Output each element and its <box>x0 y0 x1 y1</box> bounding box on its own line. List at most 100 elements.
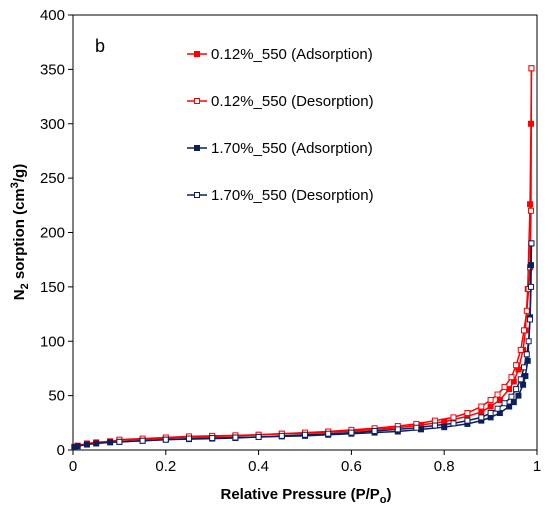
data-point <box>232 434 239 441</box>
data-point <box>513 362 520 369</box>
data-point <box>513 386 520 393</box>
legend-label: 0.12%_550 (Desorption) <box>211 93 374 110</box>
data-point <box>107 439 114 446</box>
x-axis-title-end: ) <box>387 486 392 503</box>
data-point <box>501 383 508 390</box>
data-point <box>527 316 534 323</box>
legend-marker <box>194 192 200 198</box>
y-tick-label: 100 <box>40 333 65 350</box>
data-point <box>450 414 457 421</box>
data-point <box>478 414 485 421</box>
data-point <box>371 427 378 434</box>
data-point <box>431 417 438 424</box>
data-point <box>441 424 448 431</box>
y-tick-label: 0 <box>57 442 65 459</box>
data-point <box>494 391 501 398</box>
data-point <box>478 408 485 415</box>
data-point <box>255 433 262 440</box>
y-tick-label: 300 <box>40 116 65 133</box>
y-tick-label: 250 <box>40 170 65 187</box>
plot-border <box>72 14 538 451</box>
data-point <box>494 405 501 412</box>
data-point <box>527 207 534 214</box>
x-tick-label: 0 <box>69 458 77 475</box>
data-point <box>413 424 420 431</box>
data-point <box>521 364 528 371</box>
y-axis-title-sub: 2 <box>19 283 31 289</box>
data-point <box>162 436 169 443</box>
legend-item: 0.12%_550 (Adsorption) <box>187 46 373 63</box>
data-point <box>527 283 534 290</box>
data-point <box>527 201 534 208</box>
data-point <box>517 376 524 383</box>
y-tick-label: 50 <box>48 388 65 405</box>
data-point <box>520 381 527 388</box>
x-tick-label: 0.2 <box>155 458 176 475</box>
y-axis-title-rest: sorption (cm <box>11 188 28 283</box>
legend-marker <box>194 145 200 151</box>
data-point <box>139 437 146 444</box>
data-point <box>517 346 524 353</box>
data-point <box>501 400 508 407</box>
data-point <box>487 410 494 417</box>
data-point <box>515 392 522 399</box>
data-point <box>325 430 332 437</box>
y-axis-title-end: /g) <box>11 164 28 182</box>
y-tick-label: 400 <box>40 7 65 24</box>
legend-item: 0.12%_550 (Desorption) <box>187 93 374 110</box>
data-point <box>302 431 308 438</box>
legend-marker <box>194 51 200 57</box>
y-tick-label: 350 <box>40 61 65 78</box>
data-point <box>487 403 494 410</box>
legend-item: 1.70%_550 (Adsorption) <box>187 140 373 157</box>
data-point <box>209 435 216 442</box>
series-1 <box>71 65 535 450</box>
plot-area <box>72 14 538 451</box>
legend-label: 1.70%_550 (Desorption) <box>211 187 374 204</box>
data-point <box>348 429 355 436</box>
legend-marker <box>194 98 200 104</box>
legend-label: 0.12%_550 (Adsorption) <box>211 46 373 63</box>
data-point <box>394 426 401 433</box>
series-line <box>74 68 533 448</box>
data-point <box>528 65 535 72</box>
x-tick-label: 0.6 <box>341 458 362 475</box>
y-axis-title-main: N <box>11 289 28 300</box>
data-point <box>506 403 513 410</box>
panel-label: b <box>95 36 105 56</box>
data-point <box>186 435 192 442</box>
data-point <box>116 438 123 445</box>
data-point <box>510 399 517 406</box>
x-tick-label: 0.8 <box>434 458 455 475</box>
x-tick-label: 1 <box>533 458 541 475</box>
legend-label: 1.70%_550 (Adsorption) <box>211 140 373 157</box>
data-point <box>508 374 515 381</box>
data-point <box>525 338 532 345</box>
data-point <box>528 240 535 247</box>
y-tick-label: 200 <box>40 225 65 242</box>
axis-ticks: 0 0.2 0.4 0.6 0.8 1 0 50 100 150 200 250 300 350 400 <box>40 7 541 475</box>
data-point <box>431 422 438 429</box>
x-tick-label: 0.4 <box>248 458 269 475</box>
data-point <box>521 327 528 334</box>
legend-item: 1.70%_550 (Desorption) <box>187 187 374 204</box>
series-4 <box>116 240 535 445</box>
data-point <box>450 420 457 427</box>
y-tick-label: 150 <box>40 279 65 296</box>
data-point <box>93 440 100 447</box>
data-point <box>478 403 485 410</box>
legend: 0.12%_550 (Adsorption) 0.12%_550 (Desorpt… <box>187 46 374 204</box>
data-point <box>464 417 471 424</box>
data-point <box>74 443 81 450</box>
data-point <box>83 441 90 448</box>
y-axis-title: N2 sorption (cm3/g) <box>9 164 31 300</box>
data-point <box>487 396 494 403</box>
data-point <box>464 410 471 417</box>
data-point <box>522 373 529 380</box>
series-line <box>119 68 533 441</box>
data-point <box>523 307 530 314</box>
data-point <box>523 351 530 358</box>
series-layer <box>71 65 535 451</box>
series-2 <box>116 65 535 443</box>
